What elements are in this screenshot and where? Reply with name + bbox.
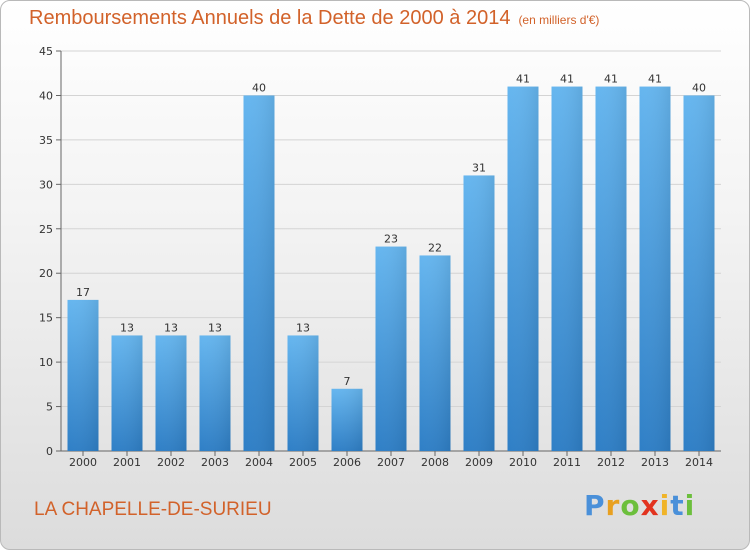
value-labels: 17 13 13 13 40 13 7 23 22 31 41 41 41 41 40	[76, 73, 706, 388]
x-tick-label: 2002	[157, 456, 185, 469]
chart-subtitle: (en milliers d'€)	[518, 13, 600, 27]
logo-letter: r	[605, 489, 621, 522]
bar-shade	[463, 175, 495, 451]
value-label: 41	[648, 73, 662, 86]
x-tick-label: 2005	[289, 456, 317, 469]
value-label: 22	[428, 241, 442, 254]
bar-shade	[287, 335, 319, 451]
y-tick-label: 30	[39, 178, 53, 191]
logo-letter: i	[684, 489, 696, 522]
x-tick-label: 2006	[333, 456, 361, 469]
value-label: 13	[208, 321, 222, 334]
value-label: 13	[120, 321, 134, 334]
x-tick-label: 2009	[465, 456, 493, 469]
logo-letter: P	[584, 489, 606, 522]
value-label: 41	[516, 73, 530, 86]
y-tick-label: 5	[46, 401, 53, 414]
x-tick-label: 2013	[641, 456, 669, 469]
bar-shade	[375, 246, 407, 451]
value-label: 40	[692, 81, 706, 94]
bar-shade	[331, 388, 363, 451]
y-tick-label: 35	[39, 134, 53, 147]
value-label: 13	[164, 321, 178, 334]
x-tick-label: 2003	[201, 456, 229, 469]
y-tick-label: 15	[39, 312, 53, 325]
y-tick-label: 0	[46, 445, 53, 458]
bar-shade	[111, 335, 143, 451]
bar-shade	[595, 86, 627, 452]
logo-letter: t	[670, 489, 685, 522]
logo-letter: o	[620, 489, 641, 522]
value-label: 7	[344, 375, 351, 388]
value-label: 41	[604, 73, 618, 86]
logo-letter: x	[640, 489, 660, 522]
x-tick-label: 2014	[685, 456, 713, 469]
x-tick-label: 2000	[69, 456, 97, 469]
logo-letter: i	[659, 489, 671, 522]
value-label: 31	[472, 161, 486, 174]
value-label: 41	[560, 73, 574, 86]
value-label: 13	[296, 321, 310, 334]
bar-shade	[683, 95, 715, 451]
y-tick-label: 20	[39, 267, 53, 280]
x-tick-label: 2004	[245, 456, 273, 469]
bars	[67, 86, 715, 452]
y-tick-label: 25	[39, 223, 53, 236]
x-tick-label: 2001	[113, 456, 141, 469]
value-label: 23	[384, 233, 398, 246]
bar-shade	[243, 95, 275, 451]
chart-title-text: Remboursements Annuels de la Dette de 20…	[29, 7, 511, 29]
y-tick-label: 10	[39, 356, 53, 369]
y-tick-label: 45	[39, 45, 53, 58]
bar-shade	[199, 335, 231, 451]
x-tick-label: 2007	[377, 456, 405, 469]
bar-shade	[419, 255, 451, 451]
commune-name: LA CHAPELLE-DE-SURIEU	[34, 499, 272, 520]
x-tick-label: 2008	[421, 456, 449, 469]
value-label: 17	[76, 286, 90, 299]
bar-shade	[67, 299, 99, 451]
tick-labels: 0 5 10 15 20 25 30 35 40 45 2000 2001 2002 2003 2004 20…	[39, 45, 713, 469]
x-tick-label: 2012	[597, 456, 625, 469]
bar-shade	[507, 86, 539, 452]
bar-shade	[639, 86, 671, 452]
x-tick-label: 2011	[553, 456, 581, 469]
value-label: 40	[252, 81, 266, 94]
x-tick-label: 2010	[509, 456, 537, 469]
y-tick-label: 40	[39, 89, 53, 102]
bar-shade	[551, 86, 583, 452]
proxiti-logo: Proxiti	[584, 489, 695, 522]
bar-shade	[155, 335, 187, 451]
chart-title: Remboursements Annuels de la Dette de 20…	[29, 7, 599, 30]
